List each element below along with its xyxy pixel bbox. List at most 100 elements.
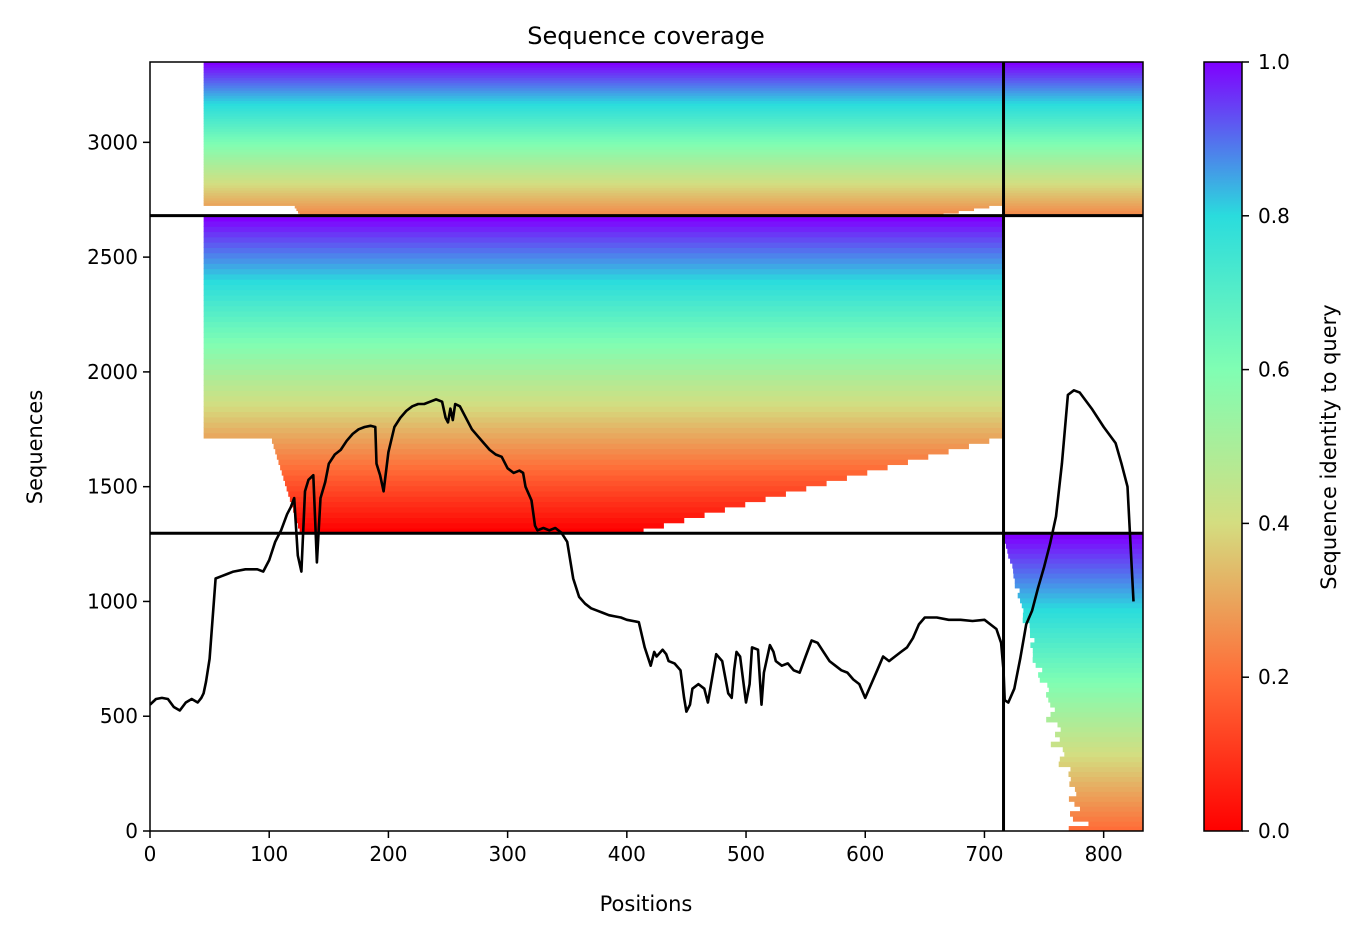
coverage-strip — [1005, 543, 1143, 549]
coverage-block-3 — [1003, 533, 1143, 831]
coverage-strip — [1023, 607, 1143, 614]
coverage-strip — [1003, 85, 1143, 89]
coverage-strip — [1030, 642, 1143, 649]
coverage-strip — [1003, 74, 1143, 78]
coverage-strip — [271, 437, 990, 444]
coverage-strip — [203, 236, 1004, 243]
coverage-strip — [203, 294, 1004, 301]
coverage-strip — [1003, 200, 1143, 204]
coverage-strip — [1046, 692, 1143, 698]
coverage-strip — [203, 257, 1004, 264]
coverage-strip — [203, 67, 1004, 71]
coverage-strip — [203, 95, 1004, 99]
coverage-strip — [203, 115, 1004, 119]
coverage-strip — [1003, 92, 1143, 96]
coverage-strip — [203, 110, 1004, 114]
coverage-strip — [1003, 77, 1143, 81]
coverage-strip — [1003, 141, 1143, 145]
coverage-strip — [203, 169, 1004, 173]
coverage-strip — [203, 151, 1004, 155]
coverage-strip — [1003, 151, 1143, 155]
coverage-strip — [203, 195, 1004, 199]
coverage-strip — [203, 189, 1004, 194]
coverage-strip — [1076, 791, 1143, 797]
coverage-strip — [1068, 771, 1143, 778]
x-tick-label: 600 — [846, 842, 884, 866]
coverage-strip — [1070, 776, 1143, 782]
colorbar — [1203, 61, 1243, 832]
coverage-strip — [203, 332, 1004, 338]
coverage-strip — [203, 337, 1004, 344]
colorbar-tick-label: 0.2 — [1258, 665, 1290, 689]
coverage-strip — [1003, 205, 1143, 209]
coverage-strip — [1013, 568, 1143, 574]
coverage-strip — [1038, 672, 1143, 678]
coverage-strip — [1003, 138, 1143, 142]
x-tick-label: 300 — [489, 842, 527, 866]
coverage-strip — [1003, 82, 1143, 86]
coverage-strip — [203, 400, 1004, 407]
coverage-strip — [280, 464, 888, 471]
coverage-strip — [1003, 184, 1143, 189]
coverage-strip — [203, 102, 1004, 107]
coverage-strip — [1003, 210, 1143, 214]
coverage-strip — [1055, 731, 1143, 738]
coverage-strip — [1003, 169, 1143, 173]
coverage-strip — [203, 242, 1004, 248]
coverage-strip — [203, 422, 1004, 428]
coverage-strip — [284, 480, 827, 487]
coverage-strip — [1003, 174, 1143, 178]
coverage-strip — [203, 133, 1004, 137]
coverage-strip — [203, 200, 1004, 204]
coverage-strip — [286, 485, 807, 492]
plot-frame — [149, 61, 1144, 832]
coverage-strip — [203, 105, 1004, 109]
coverage-strip — [298, 210, 959, 214]
coverage-strip — [1003, 164, 1143, 168]
coverage-strip — [1042, 667, 1143, 673]
x-tick-label: 400 — [608, 842, 646, 866]
coverage-strip — [276, 453, 929, 460]
coverage-strip — [203, 263, 1004, 270]
coverage-strip — [203, 432, 1004, 439]
coverage-strip — [1003, 207, 1143, 212]
colorbar-tick-label: 0.4 — [1258, 511, 1290, 535]
coverage-strip — [203, 268, 1004, 275]
coverage-strip — [1003, 64, 1143, 68]
coverage-strip — [203, 179, 1004, 183]
coverage-strip — [203, 273, 1004, 280]
coverage-strip — [1032, 647, 1143, 653]
coverage-strip — [1003, 179, 1143, 183]
coverage-strip — [278, 459, 908, 466]
coverage-strip — [203, 220, 1004, 227]
coverage-strip — [1003, 110, 1143, 114]
coverage-strip — [1047, 682, 1143, 688]
coverage-strip — [1014, 582, 1143, 589]
y-tick-label: 1000 — [87, 589, 138, 613]
coverage-strip — [203, 72, 1004, 76]
coverage-strip — [1058, 761, 1143, 768]
coverage-strip — [203, 97, 1004, 101]
coverage-strip — [1079, 806, 1143, 812]
coverage-strip — [1003, 72, 1143, 76]
coverage-strip — [1069, 781, 1143, 787]
coverage-strip — [203, 69, 1004, 73]
coverage-strip — [1003, 67, 1143, 71]
coverage-strip — [203, 118, 1004, 122]
coverage-strip — [203, 347, 1004, 354]
coverage-strip — [1003, 133, 1143, 137]
coverage-strip — [203, 182, 1004, 186]
coverage-strip — [203, 87, 1004, 91]
coverage-strip — [1003, 189, 1143, 194]
coverage-strip — [1050, 701, 1143, 708]
coverage-strip — [294, 512, 705, 518]
coverage-strip — [1003, 95, 1143, 99]
coverage-strip — [203, 395, 1004, 402]
coverage-strip — [1003, 136, 1143, 140]
coverage-strip — [1003, 202, 1143, 206]
coverage-strip — [203, 226, 1004, 233]
coverage-strip — [1003, 100, 1143, 104]
coverage-strip — [1019, 587, 1143, 594]
x-tick-label: 500 — [727, 842, 765, 866]
y-axis: 0 500 1000 1500 2000 2500 3000 — [87, 130, 150, 843]
